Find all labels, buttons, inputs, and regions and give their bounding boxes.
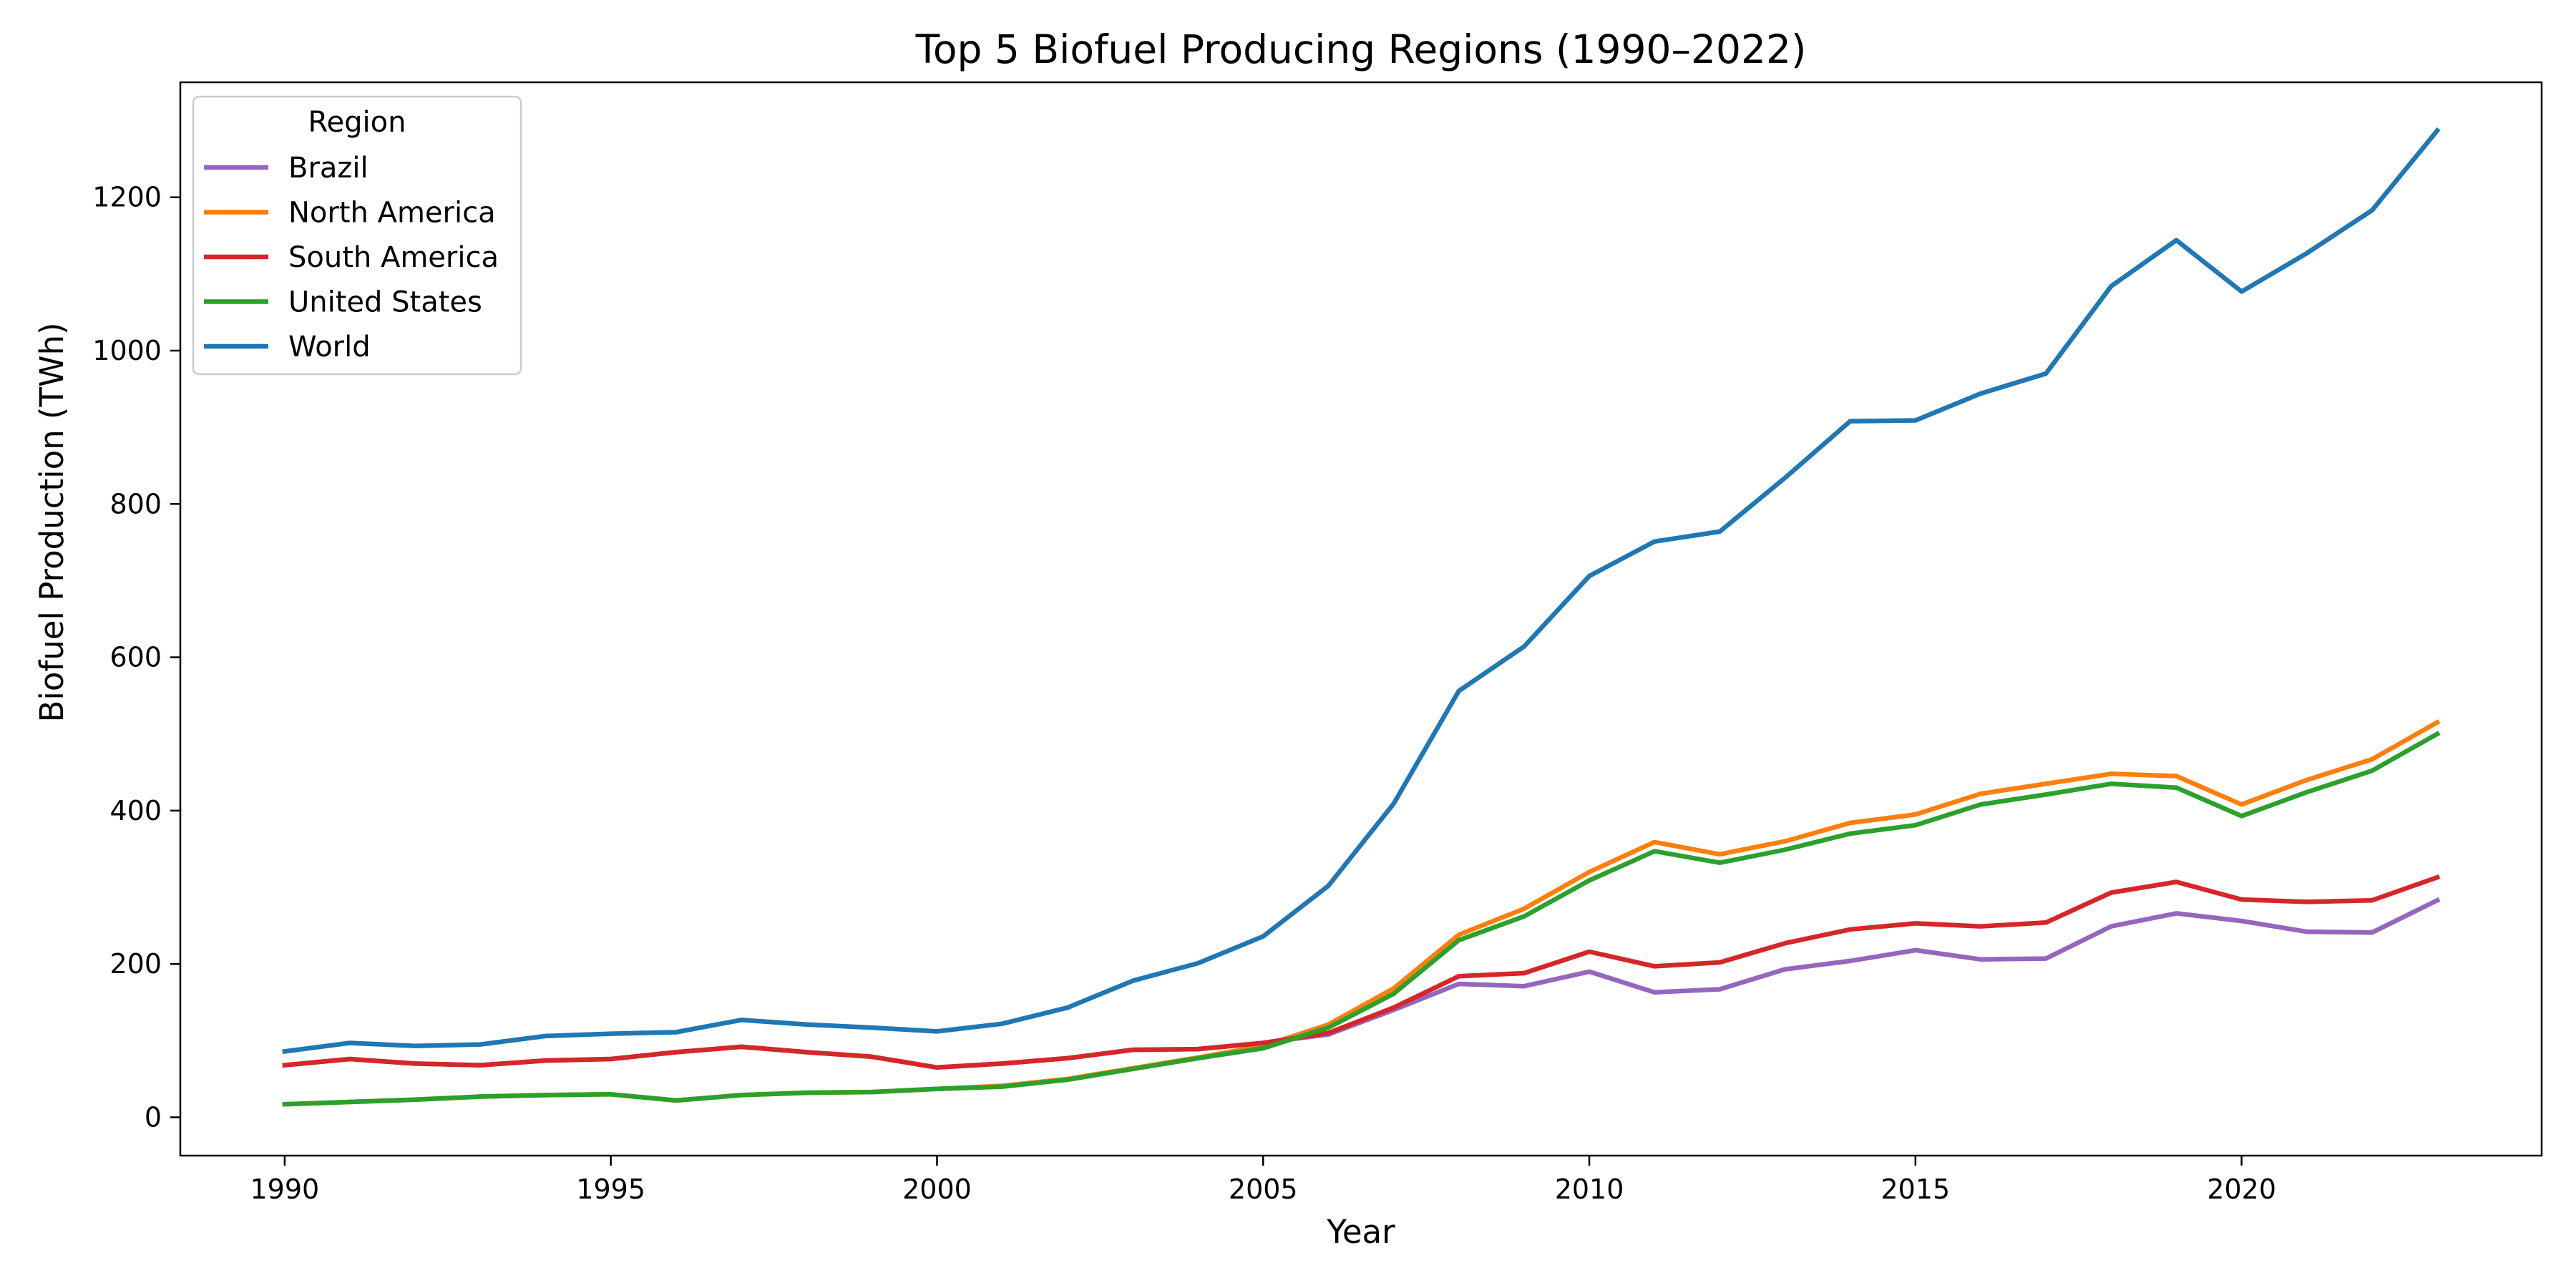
chart-title: Top 5 Biofuel Producing Regions (1990–20…: [915, 26, 1807, 72]
axis-ticks: 1990 1995 2000 2005 2010 2015 2020 0 200 400 600 80…: [92, 182, 2276, 1205]
x-tick-label: 2010: [1555, 1174, 1624, 1205]
series-line-south-america: [282, 874, 2441, 1070]
y-tick-label: 600: [109, 642, 162, 673]
series-line-north-america: [282, 719, 2441, 1107]
legend-box: [192, 95, 522, 376]
series-lines: [282, 127, 2441, 1107]
y-tick-label: 1200: [92, 182, 162, 213]
legend-entry-south-america: South America: [288, 241, 499, 274]
y-tick-label: 200: [109, 948, 162, 980]
legend-entry-world: World: [288, 331, 371, 364]
legend-entry-brazil: Brazil: [288, 152, 369, 185]
y-axis-label: Biofuel Production (TWh): [33, 322, 71, 722]
y-tick-label: 0: [145, 1101, 162, 1133]
legend-entry-united-states: United States: [288, 286, 482, 319]
series-line-united-states: [282, 731, 2441, 1107]
x-axis-label: Year: [1326, 1213, 1395, 1251]
y-tick-label: 1000: [92, 335, 162, 366]
x-tick-label: 2015: [1881, 1174, 1951, 1205]
plot-frame: [179, 81, 2543, 1157]
legend-title: Region: [308, 106, 406, 139]
y-tick-label: 400: [109, 795, 162, 826]
series-line-world: [282, 127, 2441, 1054]
series-line-brazil: [282, 897, 2441, 1070]
legend-entry-north-america: North America: [288, 197, 496, 230]
y-tick-label: 800: [109, 488, 162, 519]
x-tick-label: 2020: [2207, 1174, 2276, 1205]
x-tick-label: 1995: [576, 1174, 645, 1205]
x-tick-label: 1990: [250, 1174, 319, 1205]
legend: Region Brazil North America South America U…: [192, 95, 522, 376]
x-tick-label: 2005: [1229, 1174, 1298, 1205]
x-tick-label: 2000: [902, 1174, 972, 1205]
